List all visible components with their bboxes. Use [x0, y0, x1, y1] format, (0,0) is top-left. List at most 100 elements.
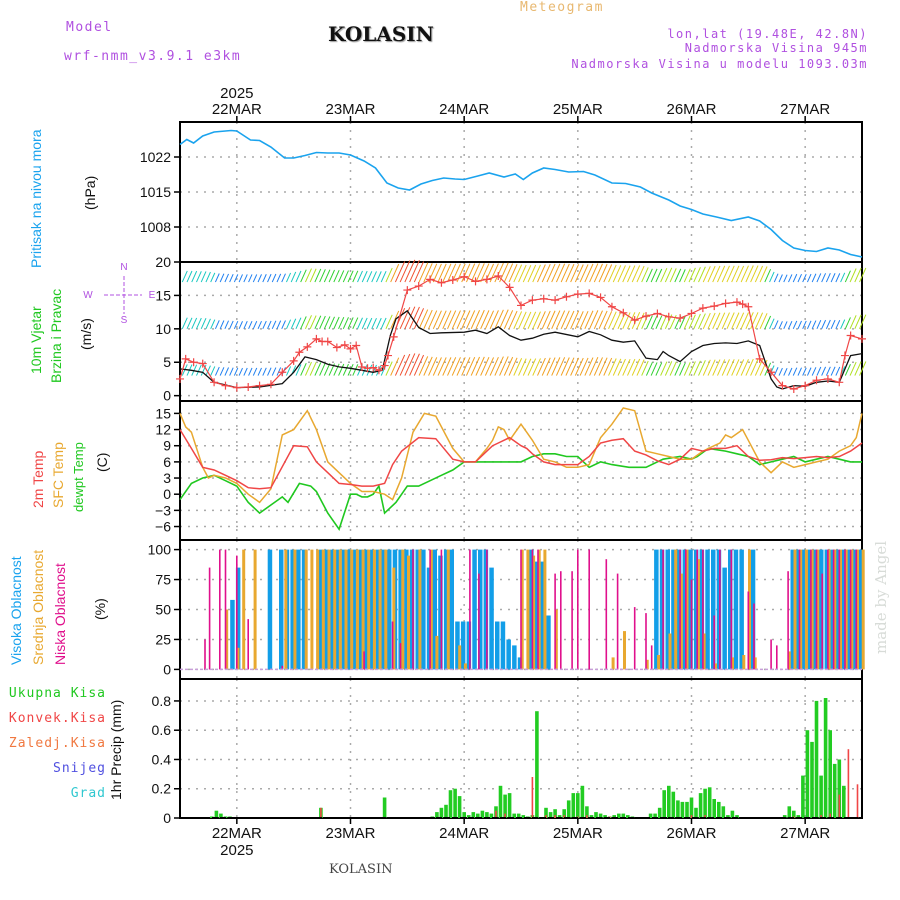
gust-marker	[846, 331, 855, 340]
coords-text: lon,lat (19.48E, 42.8N)	[667, 27, 868, 41]
cloud-bar	[719, 549, 721, 670]
precip-bar	[480, 810, 485, 818]
precip-bar	[603, 815, 607, 818]
gust-marker	[312, 334, 321, 343]
wind-barb	[773, 367, 779, 376]
wind-barb	[754, 359, 764, 376]
cloud-series-0	[230, 549, 864, 670]
cloud-bar	[432, 549, 437, 670]
cloud-bar	[310, 549, 314, 670]
wind-barb	[413, 354, 425, 376]
precip-bar	[557, 815, 562, 818]
elevation-text: Nadmorska Visina 945m	[684, 41, 868, 55]
gust-marker	[721, 299, 730, 308]
wind-barb	[470, 356, 480, 376]
cloud-bar	[478, 549, 483, 670]
gust-marker	[710, 302, 719, 311]
cloud-bar	[500, 621, 506, 670]
wind-barb	[257, 320, 262, 330]
cloud-bar	[486, 549, 488, 670]
cloud-bar	[801, 549, 807, 670]
cloud-bar	[787, 651, 791, 670]
cloud-bar	[674, 549, 678, 670]
wind-barb	[541, 310, 551, 330]
precip-bar	[598, 813, 603, 818]
wind-barb	[683, 268, 691, 283]
cloud-bar	[372, 549, 376, 670]
wind-barb	[418, 356, 429, 376]
cloud-bar	[531, 549, 534, 670]
cloud-bar	[225, 609, 229, 670]
wind-barb	[214, 273, 220, 283]
precip-bar	[476, 813, 480, 818]
cloud-bar	[693, 549, 699, 670]
precip-legend: Ukupna Kisa Konvek.Kisa Zaledj.Kisa Snij…	[0, 686, 106, 806]
wind-barb	[191, 317, 198, 330]
wind-barb	[830, 273, 836, 283]
wind-barb	[181, 317, 188, 330]
wind-barb	[560, 310, 570, 330]
precip-bar	[837, 759, 842, 818]
legend-zaledj-kisa: Zaledj.Kisa	[8, 736, 106, 751]
cloud-bar	[807, 549, 813, 670]
wind-barb	[783, 274, 788, 283]
wind-barb	[262, 274, 267, 283]
cloud-bar	[483, 549, 489, 670]
wind-barb	[712, 312, 721, 330]
wind-barb	[465, 310, 476, 330]
gust-marker	[539, 294, 548, 303]
wind-barb	[527, 264, 537, 283]
wind-barb	[764, 269, 772, 283]
cloud-bar	[676, 549, 682, 670]
precip-bar	[832, 763, 837, 818]
cloud-bar	[753, 603, 755, 670]
cloud-bar	[645, 613, 647, 670]
wind-barb	[574, 357, 584, 376]
precip-bar	[829, 813, 831, 818]
cloud-bar	[605, 559, 608, 670]
precip-bar	[814, 700, 819, 818]
wind-barb	[788, 367, 793, 376]
wind-barb	[830, 366, 836, 376]
wind-barb	[375, 271, 382, 283]
wind-barb	[200, 271, 207, 283]
precip-bar	[842, 785, 846, 818]
wind-barb	[333, 316, 340, 330]
wind-barb	[508, 357, 518, 376]
wind-barb	[267, 320, 272, 330]
wind-barb	[257, 274, 262, 283]
cloud-bar	[532, 555, 536, 670]
gust-marker	[389, 332, 398, 341]
gust-marker	[630, 316, 639, 325]
wind-barb	[655, 362, 663, 376]
wind-barb	[447, 357, 457, 376]
gust-marker	[244, 382, 253, 391]
precip-bar	[545, 815, 547, 818]
precip-bar	[512, 813, 516, 818]
wind-barb	[641, 360, 649, 376]
wind-barb	[399, 353, 411, 376]
wind-barb	[584, 263, 594, 283]
y-tick-label: 6	[163, 454, 171, 470]
gust-marker	[676, 314, 685, 323]
cloud-bar	[855, 549, 858, 670]
wind-barb	[286, 366, 292, 376]
gust-marker	[664, 312, 673, 321]
cloud-bar	[355, 549, 359, 670]
cloud-bar	[713, 663, 717, 670]
cloud-bar	[520, 549, 524, 670]
wind-barb	[532, 264, 541, 283]
wind-barb	[300, 269, 307, 283]
wind-barb	[252, 274, 258, 283]
gust-marker	[619, 308, 628, 317]
wind-barb	[489, 310, 499, 330]
wind-barb	[399, 307, 411, 330]
cloud-bar	[370, 549, 375, 670]
wind-barb	[579, 357, 589, 376]
wind-barb	[527, 358, 537, 376]
panel-frame	[179, 261, 863, 402]
cloud-bar	[236, 555, 238, 670]
wind-barb	[702, 312, 711, 330]
cloud-bar	[440, 549, 443, 670]
wind-barb	[347, 317, 354, 330]
